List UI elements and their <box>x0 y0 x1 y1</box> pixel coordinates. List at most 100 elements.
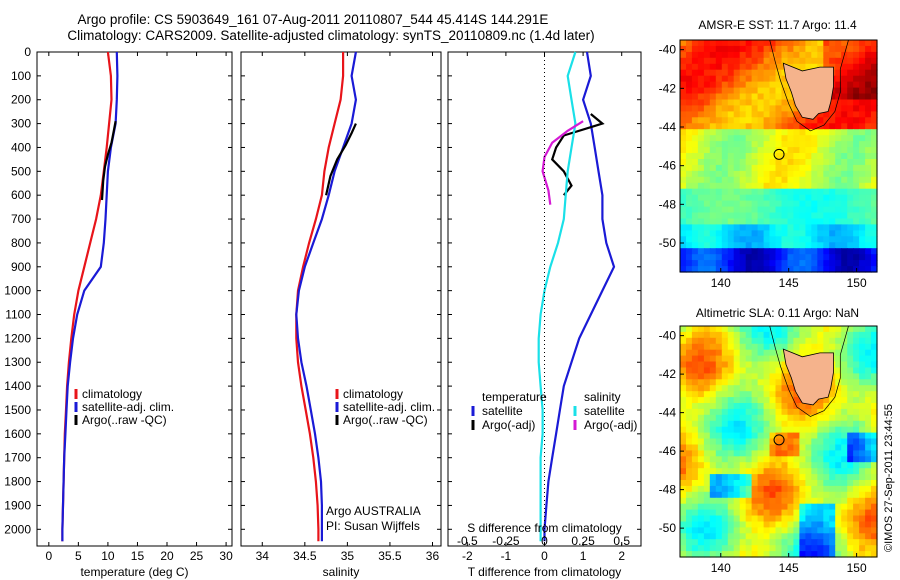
map-cell <box>757 397 765 404</box>
map-cell <box>745 444 753 451</box>
map-cell <box>763 326 771 333</box>
map-cell <box>853 414 860 422</box>
map-cell <box>763 491 771 499</box>
map-cell <box>835 426 842 434</box>
map-cell <box>847 468 854 475</box>
map-cell <box>859 326 866 333</box>
map-cell <box>811 242 818 249</box>
map-cell <box>823 200 830 208</box>
map-cell <box>733 474 741 481</box>
map-cell <box>686 326 693 333</box>
map-cell <box>811 462 818 469</box>
map-cell <box>829 51 836 59</box>
map-cell <box>865 545 872 552</box>
map-cell <box>703 99 711 106</box>
map-cell <box>745 164 753 172</box>
map-cell <box>727 170 735 178</box>
map-cell <box>847 212 854 219</box>
map-cell <box>697 414 705 422</box>
map-cell <box>829 515 836 522</box>
map-cell <box>733 450 741 457</box>
map-cell <box>739 491 747 499</box>
map-cell <box>769 57 777 65</box>
map-cell <box>811 533 818 540</box>
map-cell <box>727 129 735 136</box>
map-cell <box>739 355 747 363</box>
map-cell <box>739 45 747 53</box>
map-cell <box>871 164 878 172</box>
map-cell <box>811 200 818 208</box>
map-cell <box>703 414 711 422</box>
map-cell <box>751 391 759 398</box>
map-cell <box>703 521 711 528</box>
map-cell <box>733 200 741 208</box>
y-tick-label: 100 <box>11 69 31 83</box>
map-cell <box>733 521 741 528</box>
map-cell <box>715 367 723 374</box>
map-cell <box>751 474 759 481</box>
map-cell <box>709 408 717 416</box>
map-cell <box>835 367 842 374</box>
map-cell <box>775 474 783 481</box>
map-cell <box>871 355 878 363</box>
map-cell <box>769 515 777 522</box>
map-cell <box>739 105 747 112</box>
map-cell <box>871 515 878 522</box>
map-cell <box>775 188 783 196</box>
map-cell <box>829 480 836 487</box>
map-cell <box>721 230 729 237</box>
map-cell <box>769 491 777 499</box>
map-cell <box>871 533 878 540</box>
map-cell <box>799 260 806 267</box>
map-cell <box>686 367 693 374</box>
map-cell <box>829 224 836 231</box>
map-cell <box>841 438 848 445</box>
map-cell <box>805 254 812 261</box>
map-cell <box>691 491 699 499</box>
map-cell <box>751 236 759 243</box>
map-cell <box>787 468 795 475</box>
map-cell <box>853 343 860 351</box>
map-cell <box>823 176 830 184</box>
map-cell <box>739 188 747 196</box>
map-cell <box>829 182 836 190</box>
y-tick-label: 1200 <box>4 331 31 345</box>
map-cell <box>697 99 705 106</box>
map-cell <box>715 533 723 540</box>
map-cell <box>751 420 759 428</box>
map-cell <box>727 93 735 100</box>
map-cell <box>727 355 735 363</box>
map-cell <box>721 218 729 225</box>
map-cell <box>721 456 729 463</box>
x-axis-label: salinity <box>323 565 360 579</box>
map-cell <box>709 331 717 339</box>
map-cell <box>829 230 836 237</box>
map-cell <box>745 129 753 136</box>
map-cell <box>811 539 818 546</box>
map-cell <box>859 153 866 160</box>
map-cell <box>799 159 806 166</box>
map-cell <box>865 159 872 166</box>
map-cell <box>751 527 759 534</box>
map-cell <box>769 450 777 457</box>
map-cell <box>841 45 848 53</box>
map-cell <box>805 444 812 451</box>
map-cell <box>745 105 753 112</box>
map-cell <box>829 331 836 339</box>
map-cell <box>733 45 741 53</box>
map-cell <box>793 343 800 351</box>
map-cell <box>751 533 759 540</box>
map-cell <box>757 385 765 392</box>
map-cell <box>781 414 789 422</box>
map-cell <box>686 266 693 273</box>
map-cell <box>841 69 848 77</box>
map-cell <box>691 164 699 172</box>
map-cell <box>745 343 753 351</box>
map-cell <box>727 468 735 475</box>
map-cell <box>721 361 729 368</box>
map-cell <box>703 212 711 219</box>
map-cell <box>727 337 735 345</box>
map-cell <box>691 485 699 493</box>
map-cell <box>709 105 717 112</box>
